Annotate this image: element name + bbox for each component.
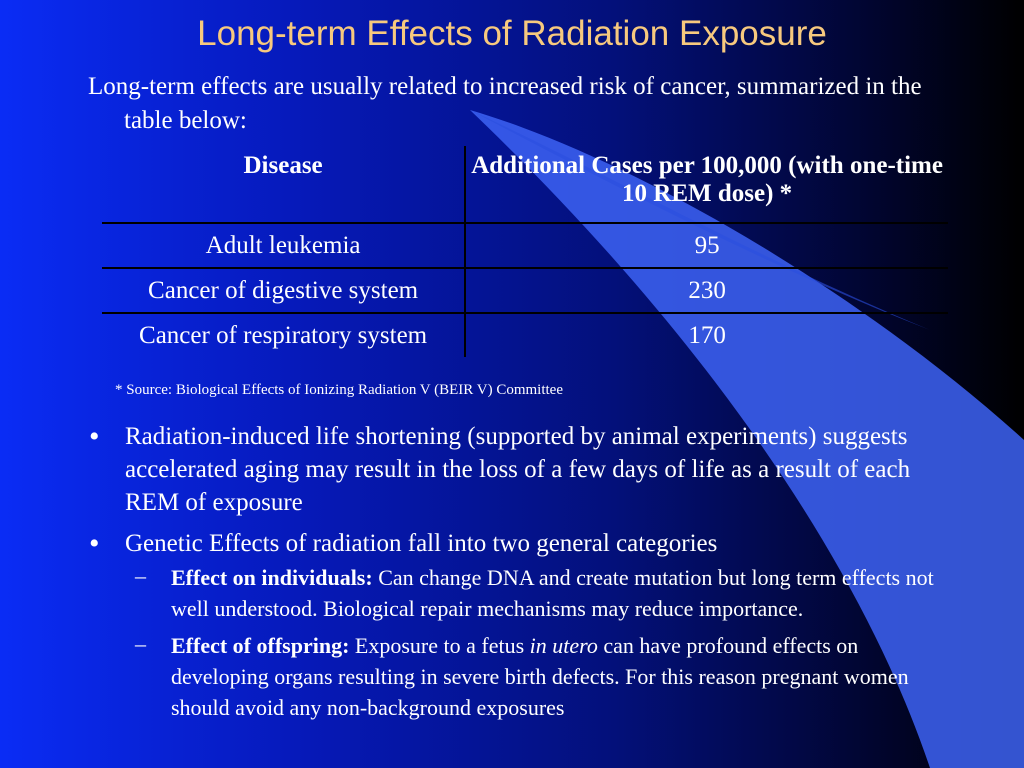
disease-cell: Adult leukemia: [102, 223, 467, 269]
intro-text: Long-term effects are usually related to…: [88, 73, 922, 134]
sub-item-label: Effect on individuals:: [171, 565, 373, 590]
sub-item-label: Effect of offspring:: [171, 633, 350, 658]
dash-icon: –: [135, 563, 146, 588]
sub-item-italic: in utero: [529, 633, 598, 658]
table-header-row: Disease Additional Cases per 100,000 (wi…: [102, 146, 948, 224]
table-row: Cancer of digestive system 230: [102, 268, 948, 314]
cases-cell: 95: [465, 223, 948, 269]
header-additional-cases: Additional Cases per 100,000 (with one-t…: [465, 146, 948, 224]
table-row: Adult leukemia 95: [102, 223, 948, 269]
dash-icon: –: [135, 631, 146, 656]
bullet-item-life-shortening: • Radiation-induced life shortening (sup…: [88, 420, 938, 519]
sub-item-text: Exposure to a fetus: [349, 633, 530, 658]
bullet-icon: •: [89, 420, 100, 453]
sub-item-offspring: – Effect of offspring: Exposure to a fet…: [125, 630, 938, 723]
cases-cell: 230: [465, 268, 948, 314]
source-note: * Source: Biological Effects of Ionizing…: [115, 382, 563, 398]
bullet-list: • Radiation-induced life shortening (sup…: [88, 420, 938, 731]
disease-cell: Cancer of digestive system: [102, 268, 467, 314]
sub-item-text: Can change DNA and create mutation but l…: [171, 565, 934, 621]
slide-title: Long-term Effects of Radiation Exposure: [197, 14, 827, 53]
bullet-text: Radiation-induced life shortening (suppo…: [125, 423, 911, 516]
cancer-risk-table: Disease Additional Cases per 100,000 (wi…: [102, 146, 948, 357]
bullet-text: Genetic Effects of radiation fall into t…: [125, 530, 718, 557]
header-disease: Disease: [102, 146, 467, 224]
cases-cell: 170: [688, 321, 726, 349]
table-row: Cancer of respiratory system 170: [102, 313, 948, 357]
bullet-item-genetic-effects: • Genetic Effects of radiation fall into…: [88, 527, 938, 723]
disease-cell: Cancer of respiratory system: [102, 313, 467, 357]
sub-bullet-list: – Effect on individuals: Can change DNA …: [125, 562, 938, 723]
bullet-icon: •: [89, 527, 100, 560]
sub-item-text-continued: can have profound effects on developing …: [171, 633, 909, 720]
sub-item-individuals: – Effect on individuals: Can change DNA …: [125, 562, 938, 624]
